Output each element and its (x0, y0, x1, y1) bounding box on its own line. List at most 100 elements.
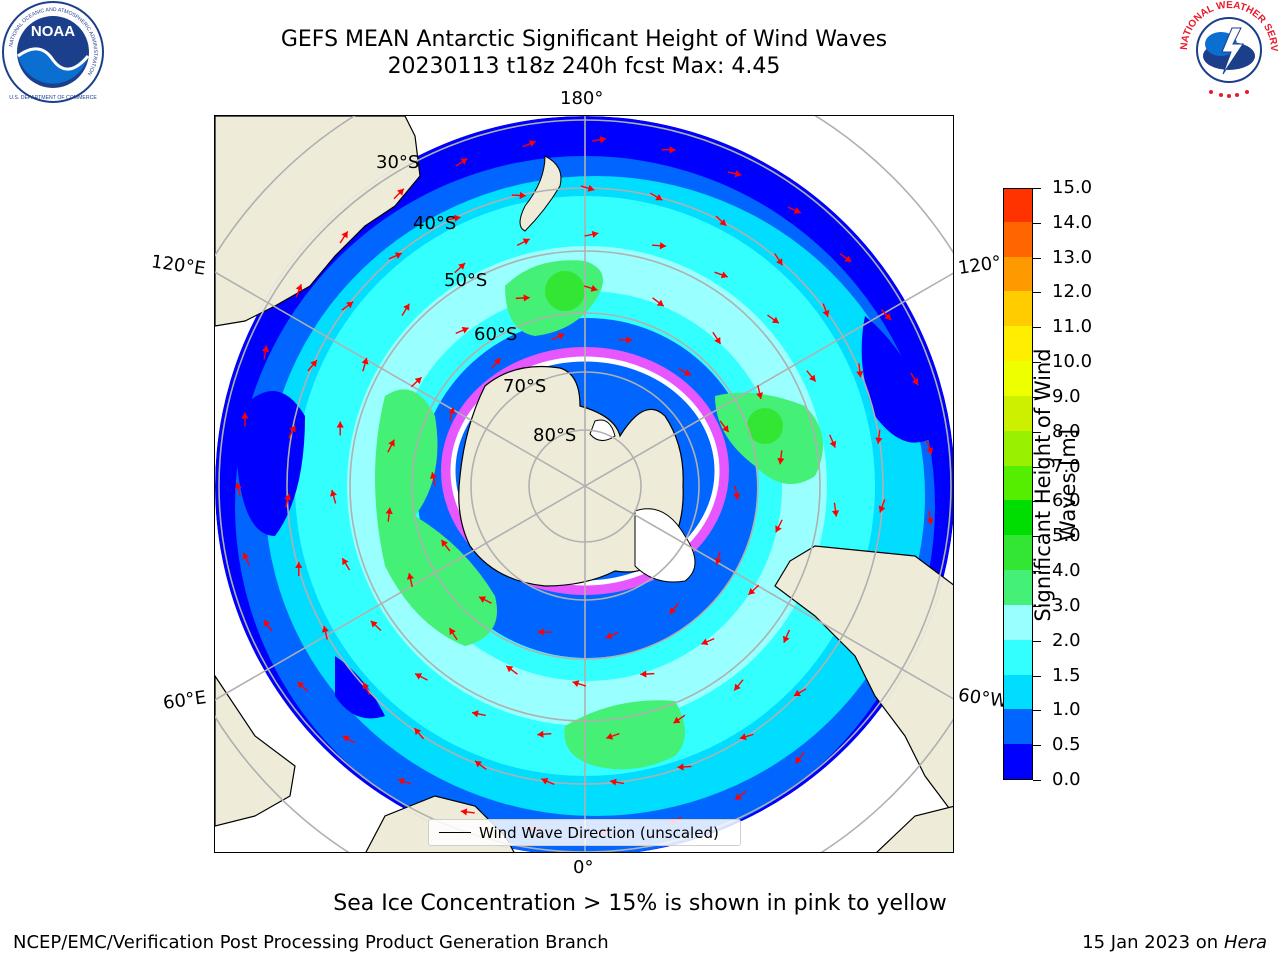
wave-direction-arrow-icon (263, 619, 273, 632)
wave-direction-arrow-icon (307, 359, 318, 372)
polar-map-svg (215, 116, 953, 852)
lon-label-upper-left: 120°E (149, 251, 207, 280)
wave-direction-arrow-icon (522, 140, 537, 148)
colorbar-tick-label: 13.0 (1052, 246, 1093, 268)
wave-direction-arrow-icon (734, 790, 747, 801)
colorbar-tick-mark (1033, 571, 1041, 573)
colorbar-tick-mark (1033, 536, 1041, 538)
wave-direction-arrow-icon (583, 284, 598, 292)
wave-direction-arrow-icon (454, 262, 466, 274)
wave-direction-arrow-icon (767, 314, 780, 324)
wave-direction-arrow-icon (440, 539, 451, 552)
colorbar-tick-mark (1033, 640, 1041, 642)
colorbar-tick-label: 0.5 (1052, 734, 1081, 756)
wave-direction-arrow-icon (515, 294, 530, 302)
wave-direction-arrow-icon (673, 714, 686, 724)
colorbar-title: Significant Height of Wind Waves [m] (1031, 348, 1080, 622)
wave-direction-arrow-icon (926, 510, 934, 525)
map-legend: Wind Wave Direction (unscaled) (428, 819, 741, 846)
wind-wave-arrows (234, 136, 934, 836)
wave-direction-arrow-icon (618, 336, 633, 344)
wave-direction-arrow-icon (782, 629, 791, 643)
wave-direction-arrow-icon (714, 550, 722, 565)
wave-direction-arrow-icon (829, 434, 837, 448)
colorbar-tick-mark (1033, 292, 1041, 294)
lat-label-70s: 70°S (503, 376, 547, 397)
wave-direction-arrow-icon (910, 372, 919, 386)
colorbar-segment (1004, 430, 1032, 466)
wave-direction-arrow-icon (739, 733, 754, 741)
colorbar-tick-label: 15.0 (1052, 177, 1093, 198)
chart-subtitle: 20230113 t18z 240h fcst Max: 4.45 (387, 54, 781, 79)
colorbar-tick-label: 9.0 (1052, 385, 1081, 407)
colorbar-tick-label: 0.0 (1052, 769, 1081, 790)
colorbar-tick-label: 6.0 (1052, 490, 1081, 512)
colorbar-segment (1004, 569, 1032, 605)
colorbar (1003, 188, 1033, 780)
map-graticule (215, 116, 953, 852)
wave-direction-arrow-icon (878, 499, 886, 513)
wave-direction-arrow-icon (429, 472, 437, 487)
wave-direction-arrow-icon (640, 670, 655, 678)
colorbar-tick-label: 12.0 (1052, 281, 1093, 303)
lat-label-60s: 60°S (474, 324, 518, 345)
wave-direction-arrow-icon (455, 326, 469, 335)
wave-direction-arrow-icon (393, 188, 405, 200)
legend-label: Wind Wave Direction (unscaled) (479, 823, 719, 842)
wave-direction-arrow-icon (701, 637, 715, 646)
colorbar-segment (1004, 189, 1032, 222)
legend-line-icon (439, 832, 471, 833)
colorbar-tick-mark (1033, 605, 1041, 607)
colorbar-tick-mark (1033, 710, 1041, 712)
wave-direction-arrow-icon (777, 450, 785, 465)
wave-direction-arrow-icon (242, 552, 250, 566)
lat-label-50s: 50°S (444, 270, 488, 291)
colorbar-tick-label: 11.0 (1052, 316, 1093, 338)
sea-ice-note: Sea Ice Concentration > 15% is shown in … (333, 891, 947, 916)
colorbar-tick-mark (1033, 396, 1041, 398)
wave-direction-arrow-icon (284, 493, 292, 508)
wave-direction-arrow-icon (330, 489, 337, 504)
wave-direction-arrow-icon (926, 440, 934, 455)
wave-direction-arrow-icon (414, 673, 428, 681)
colorbar-segment (1004, 395, 1032, 431)
wave-direction-arrow-icon (261, 345, 270, 360)
wave-direction-arrow-icon (511, 191, 526, 200)
noaa-ring-bottom-text: U.S. DEPARTMENT OF COMMERCE (9, 95, 97, 101)
nws-star-icons (1209, 90, 1249, 98)
wave-direction-arrow-icon (401, 303, 410, 316)
wave-direction-arrow-icon (652, 297, 665, 307)
wave-direction-arrow-icon (831, 502, 840, 517)
wave-direction-arrow-icon (580, 184, 595, 192)
wave-direction-arrow-icon (413, 727, 425, 740)
wave-direction-arrow-icon (678, 368, 692, 376)
colorbar-tick-label: 4.0 (1052, 560, 1081, 582)
wave-direction-arrow-icon (661, 146, 676, 154)
colorbar-segment (1004, 465, 1032, 501)
wave-direction-arrow-icon (822, 303, 830, 317)
wave-direction-arrow-icon (460, 808, 475, 816)
wave-direction-arrow-icon (605, 631, 619, 639)
colorbar-segment (1004, 743, 1032, 779)
wave-direction-arrow-icon (787, 206, 802, 214)
ocean-wave-field (215, 116, 953, 852)
colorbar-tick-mark (1033, 501, 1041, 503)
footer-machine: Hera (1223, 932, 1267, 953)
colorbar-tick-label: 2.0 (1052, 629, 1081, 651)
wave-direction-arrow-icon (652, 242, 667, 250)
colorbar-segment (1004, 256, 1032, 292)
wave-direction-arrow-icon (336, 421, 344, 436)
chart-title: GEFS MEAN Antarctic Significant Height o… (280, 27, 888, 52)
wave-direction-arrow-icon (794, 752, 805, 764)
lon-label-lower-left: 60°E (161, 687, 208, 714)
wave-direction-arrow-icon (756, 385, 764, 400)
noaa-logo: NOAA NATIONAL OCEANIC AND ATMOSPHERIC AD… (2, 1, 104, 103)
wave-direction-arrow-icon (733, 679, 744, 691)
wave-direction-arrow-icon (296, 681, 309, 692)
lon-label-upper-right: 120° (956, 252, 1003, 279)
lat-label-30s: 30°S (376, 152, 420, 173)
wave-direction-arrow-icon (856, 363, 864, 378)
wave-direction-arrow-icon (668, 602, 680, 615)
wave-direction-arrow-icon (609, 778, 624, 786)
colorbar-segment (1004, 534, 1032, 571)
